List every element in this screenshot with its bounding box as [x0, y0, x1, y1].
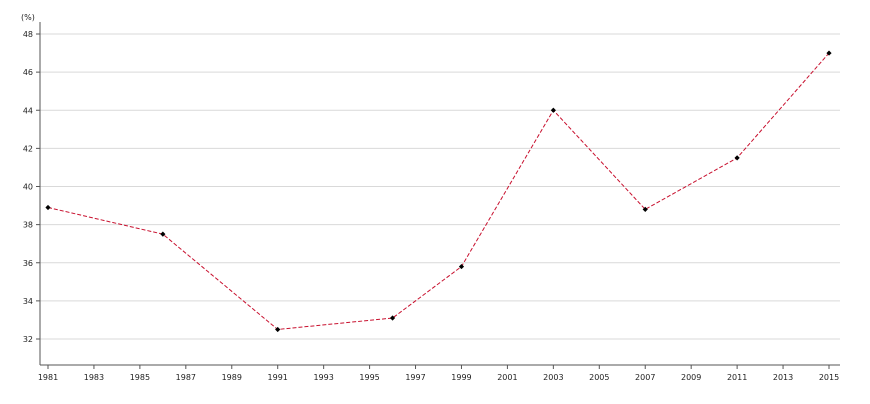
x-tick-label: 1987: [176, 373, 196, 382]
y-tick-label: 46: [23, 68, 33, 77]
data-point: [734, 155, 740, 161]
x-tick-label: 1999: [451, 373, 471, 382]
x-tick-label: 2007: [635, 373, 655, 382]
y-tick-label: 32: [23, 335, 33, 344]
x-tick-label: 2003: [543, 373, 563, 382]
data-series: [45, 50, 832, 333]
y-tick-label: 42: [23, 144, 33, 153]
x-tick-label: 2005: [589, 373, 609, 382]
x-tick-label: 1993: [313, 373, 333, 382]
y-tick-label: 44: [23, 106, 33, 115]
data-point: [642, 206, 648, 212]
x-tick-label: 1997: [405, 373, 425, 382]
data-point: [275, 326, 281, 333]
data-point: [160, 231, 166, 237]
y-tick-label: 38: [23, 221, 33, 230]
y-unit-label: (%): [21, 13, 35, 22]
y-tick-label: 48: [23, 30, 33, 39]
x-tick-label: 1995: [359, 373, 379, 382]
x-tick-label: 2015: [819, 373, 839, 382]
grid-lines: [40, 33, 840, 340]
data-point: [458, 263, 465, 270]
x-tick-label: 2011: [727, 373, 747, 382]
y-tick-label: 36: [23, 259, 33, 268]
axes: 32 34 36 38 40 42 44 46 48 1981 1983 1985 1987 1989 19…: [23, 22, 840, 382]
data-point: [389, 315, 396, 321]
x-tick-label: 2013: [773, 373, 793, 382]
x-tick-label: 2009: [681, 373, 701, 382]
data-point: [45, 204, 51, 211]
x-tick-label: 1991: [268, 373, 288, 382]
y-tick-label: 40: [23, 183, 33, 192]
series-line-0: [47, 52, 830, 330]
x-tick-label: 1981: [38, 373, 58, 382]
data-point: [826, 50, 832, 56]
x-tick-label: 2001: [497, 373, 517, 382]
data-point: [550, 107, 556, 113]
y-tick-label: 34: [23, 297, 33, 306]
x-tick-label: 1983: [84, 373, 104, 382]
x-tick-label: 1985: [130, 373, 150, 382]
x-tick-label: 1989: [222, 373, 242, 382]
